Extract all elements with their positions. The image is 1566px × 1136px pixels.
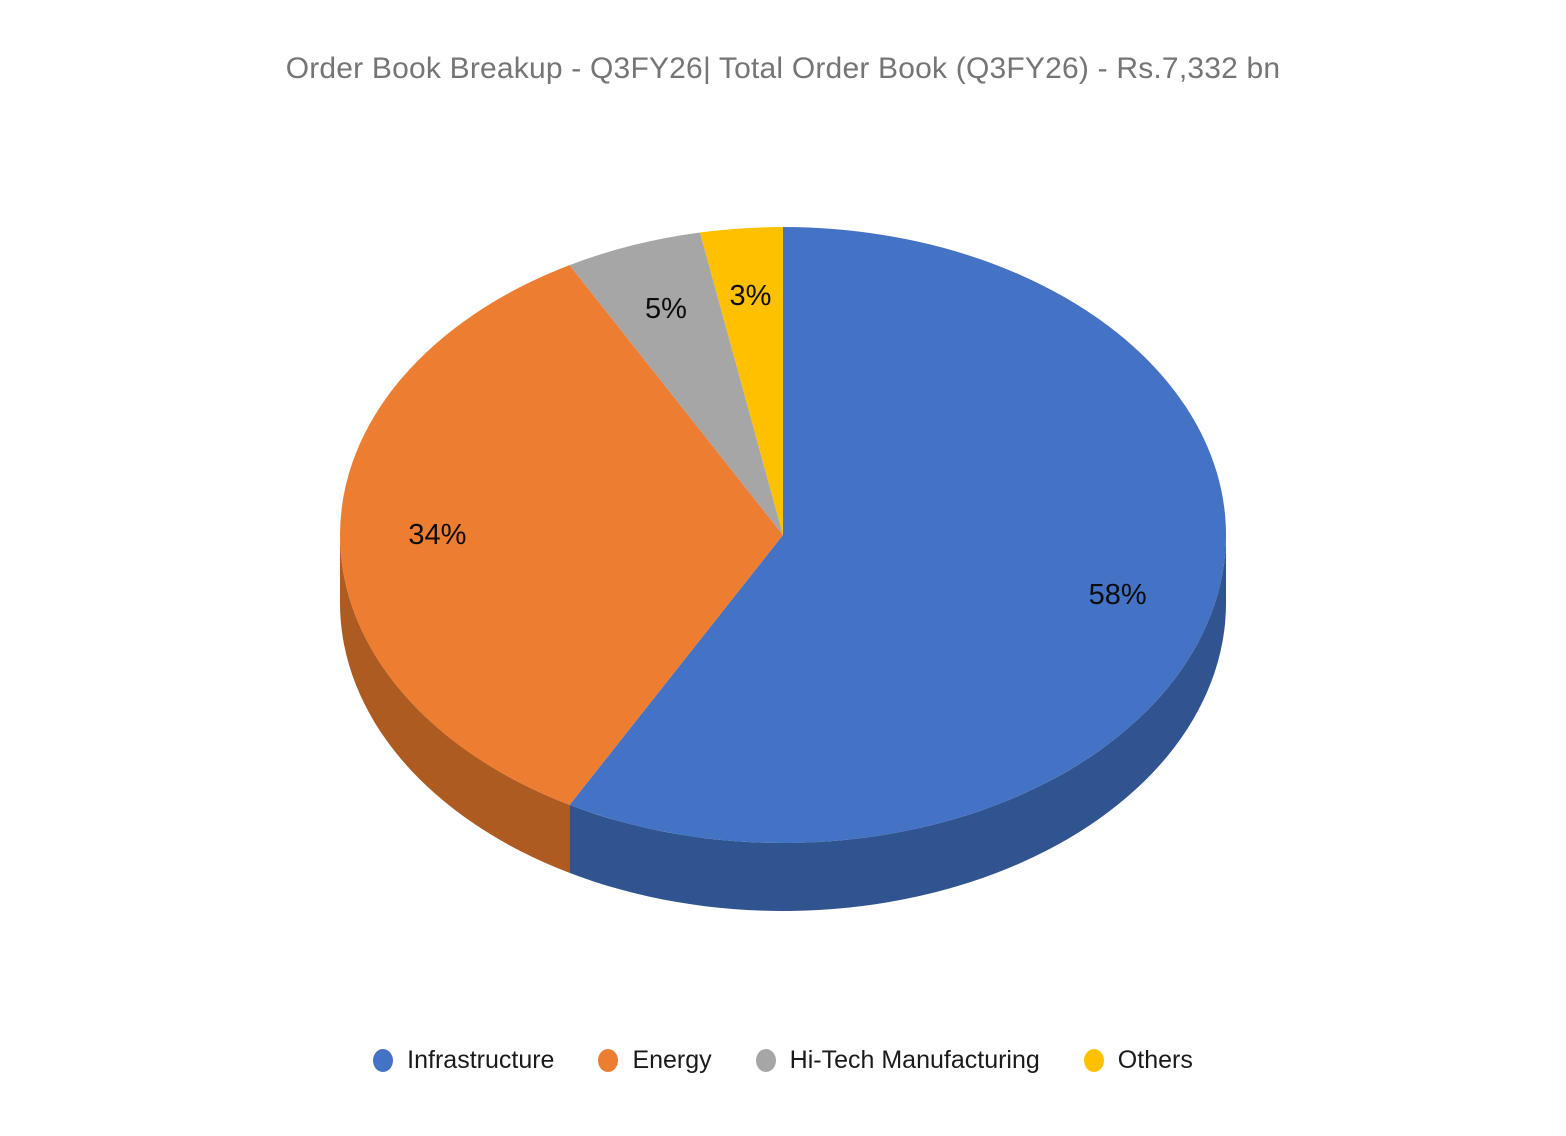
legend-label: Energy — [632, 1046, 712, 1074]
pie-slice-energy[interactable] — [340, 265, 783, 805]
legend-marker-others — [1083, 1049, 1104, 1072]
data-label-others: 3% — [730, 280, 772, 312]
pie-slice-infrastructure[interactable] — [569, 227, 1227, 844]
legend-marker-infrastructure — [373, 1049, 394, 1072]
legend-item-hi-tech-manufacturing[interactable]: Hi-Tech Manufacturing — [755, 1046, 1040, 1075]
legend-marker-energy — [598, 1049, 619, 1072]
pie-slice-side-energy — [340, 535, 570, 873]
chart-title: Order Book Breakup - Q3FY26| Total Order… — [285, 52, 1281, 85]
data-label-energy: 34% — [408, 519, 466, 551]
pie-slice-hi-tech-manufacturing[interactable] — [569, 232, 783, 535]
legend-label: Others — [1117, 1046, 1193, 1074]
data-label-hi-tech-manufacturing: 5% — [645, 293, 687, 325]
pie-slice-side-infrastructure — [569, 535, 1226, 911]
legend-marker-hi-tech-manufacturing — [755, 1049, 776, 1072]
legend: Infrastructure Energy Hi-Tech Manufacturin… — [0, 1046, 1566, 1075]
legend-label: Infrastructure — [407, 1046, 555, 1074]
legend-item-infrastructure[interactable]: Infrastructure — [373, 1046, 554, 1075]
pie-slice-others[interactable] — [699, 227, 783, 535]
legend-label: Hi-Tech Manufacturing — [789, 1046, 1040, 1074]
legend-item-others[interactable]: Others — [1083, 1046, 1193, 1075]
legend-item-energy[interactable]: Energy — [598, 1046, 712, 1075]
data-label-infrastructure: 58% — [1089, 579, 1147, 611]
